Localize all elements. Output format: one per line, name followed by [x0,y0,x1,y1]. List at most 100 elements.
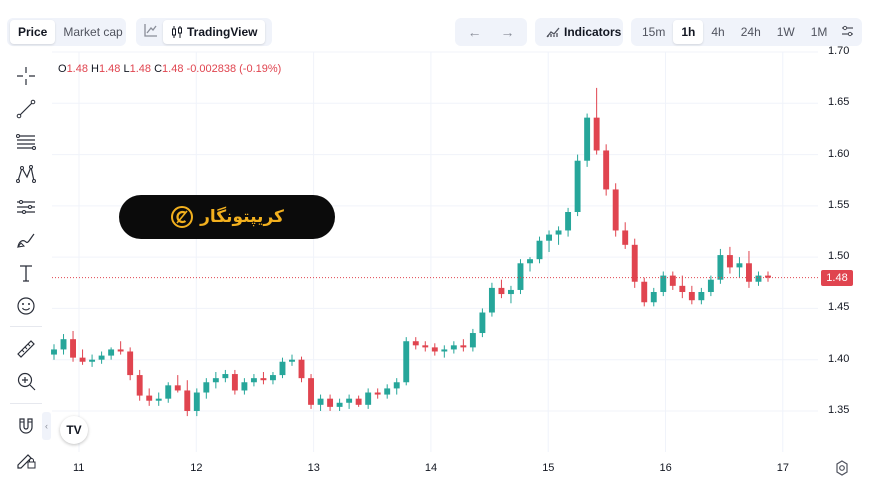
candle-body [355,398,362,405]
fib-tool[interactable] [12,128,40,156]
watermark-banner: کریپتونگار [119,195,335,239]
candle-body [603,150,610,190]
time-tick-label: 12 [190,462,203,474]
chart-type-toggle: Price Market cap [7,18,126,46]
drawing-toolbar: ‹ [0,60,52,493]
candle-body [327,398,334,407]
ohlc-low: 1.48 [129,63,152,75]
candle-body [193,392,200,411]
candle-body [184,390,191,411]
timeframe-1w[interactable]: 1W [776,25,795,39]
candle-body [374,392,381,395]
ohlc-open-label: O [58,63,67,75]
price-tick-label: 1.55 [828,198,850,211]
lock-drawings-tool[interactable] [12,445,40,473]
candle-body [574,160,581,212]
candle-body [308,378,314,405]
time-tick-label: 15 [542,462,555,474]
candle-body [726,255,733,268]
candle-body [565,212,572,231]
tradingview-label: TradingView [187,25,258,39]
candle-body [422,345,429,348]
price-tick-label: 1.60 [828,147,850,160]
timeframe-4h[interactable]: 4h [711,25,725,39]
nav-arrows: ← → [455,18,527,46]
horizontal-lines-icon [16,134,36,150]
candle-body [136,375,143,396]
zoom-tool[interactable] [12,367,40,395]
candle-body [60,339,67,350]
time-tick-label: 11 [73,462,85,474]
indicators-label: Indicators [564,25,622,39]
ruler-tool[interactable] [12,335,40,363]
candle-body [155,398,162,401]
candle-body [679,285,686,292]
candle-body [688,292,695,301]
time-tick-label: 16 [659,462,672,474]
coin-logo-icon [171,206,194,228]
candle-body [51,349,57,355]
projection-tool[interactable] [12,193,40,221]
candle-body [584,117,591,161]
market-cap-tab[interactable]: Market cap [63,25,123,39]
ohlc-change: -0.002838 (-0.19%) [186,63,282,75]
candle-body [555,230,562,235]
candle-body [746,263,752,282]
candle-body [546,234,552,241]
candle-body [279,361,286,376]
candle-body [250,378,257,383]
toolbar-divider [10,403,42,404]
line-chart-icon[interactable] [139,20,163,44]
magnet-tool[interactable] [12,412,40,440]
candle-body [488,287,495,313]
candle-body [660,275,667,292]
price-tick-label: 1.65 [828,96,850,109]
time-tick-label: 13 [307,462,320,474]
axis-settings-icon[interactable] [833,459,851,477]
candle-body [431,347,438,352]
tradingview-button[interactable]: TradingView [163,20,266,44]
candle-body [98,355,105,360]
price-tick-label: 1.50 [828,250,850,263]
candle-body [365,392,372,405]
magnet-icon [19,418,33,434]
candle-body [127,351,134,376]
collapse-toolbar-icon[interactable]: ‹ [42,412,51,440]
chart-settings-icon[interactable] [835,20,859,44]
price-tick-label: 1.35 [828,403,850,416]
timeframe-15m[interactable]: 15m [642,25,666,39]
pattern-tool[interactable] [12,160,40,188]
timeframe-1m[interactable]: 1M [810,25,828,39]
candle-body [612,189,619,231]
candle-body [517,263,524,290]
candle-body [317,398,324,405]
trend-line-tool[interactable] [12,95,40,123]
candle-body [736,263,743,268]
candle-body [641,281,648,303]
arrow-left-icon[interactable]: ← [467,24,482,40]
candle-body [70,339,76,358]
arrow-right-icon[interactable]: → [500,24,515,40]
candle-body [270,375,276,381]
tradingview-logo-icon[interactable]: TV [60,416,88,444]
timeframe-group: 15m 1h 4h 24h 1W 1M [631,18,862,46]
ohlc-close-label: C [154,63,163,75]
time-tick-label: 17 [776,462,790,474]
timeframe-1h[interactable]: 1h [673,20,704,44]
crosshair-tool[interactable] [12,62,40,90]
timeframe-24h[interactable]: 24h [740,25,761,39]
brush-tool[interactable] [12,226,40,254]
indicators-button[interactable]: Indicators [538,20,629,44]
emoji-tool[interactable] [12,292,40,320]
price-axis[interactable]: 1.48 1.70 1.65 1.60 1.55 1.50 1.45 1.40 1.35 [818,45,877,452]
candle-body [593,117,600,151]
indicators-icon [546,27,560,38]
price-tab[interactable]: Price [10,20,56,44]
chart-style-group: TradingView [136,18,272,46]
pattern-icon [16,164,36,183]
ohlc-high: 1.48 [99,63,121,75]
zoom-in-icon [17,372,36,391]
text-tool[interactable] [12,259,40,287]
candle-body [698,292,705,301]
